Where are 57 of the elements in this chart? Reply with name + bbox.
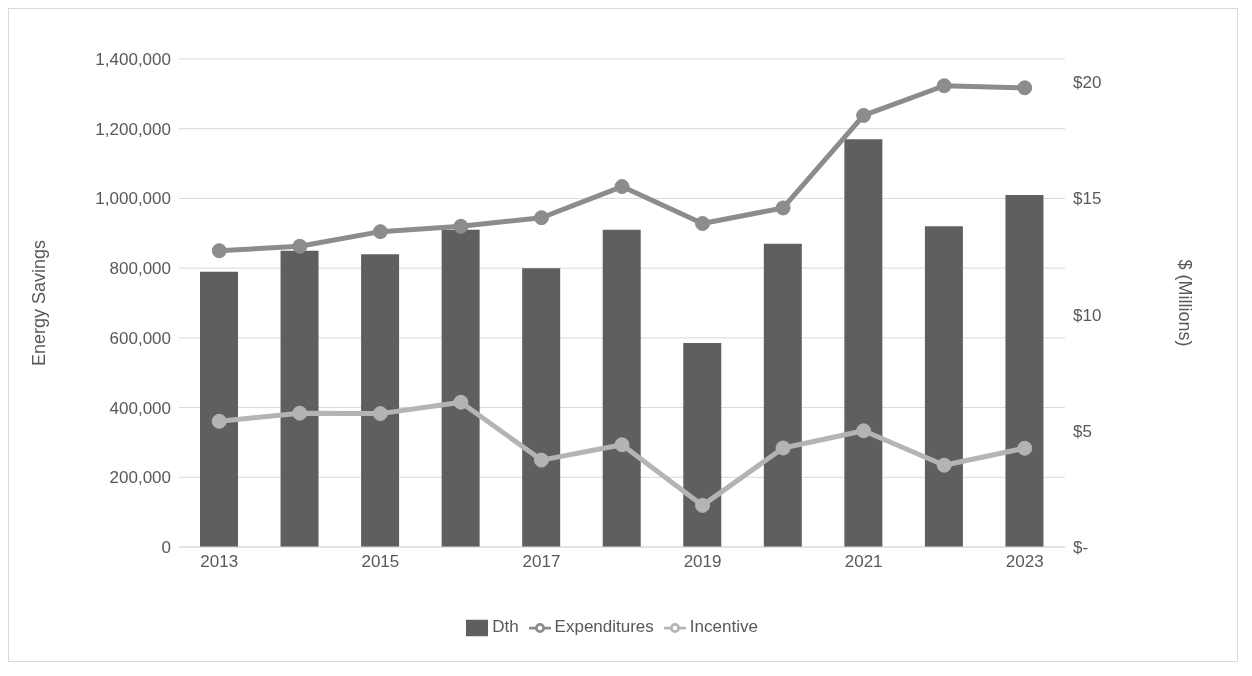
point	[695, 497, 711, 513]
point	[936, 457, 952, 473]
bar	[1005, 194, 1044, 547]
x-tick-label: 2021	[844, 552, 883, 572]
y-tick-label: 1,000,000	[95, 189, 171, 209]
point	[1017, 80, 1033, 96]
point	[453, 394, 469, 410]
y2-tick-label: $20	[1073, 73, 1102, 93]
point	[856, 107, 872, 123]
bar	[763, 243, 802, 547]
point	[614, 179, 630, 195]
point	[856, 423, 872, 439]
point	[211, 413, 227, 429]
point	[1017, 440, 1033, 456]
y2-tick-label: $15	[1073, 189, 1102, 209]
bar	[200, 271, 238, 547]
point	[936, 78, 952, 94]
point	[695, 216, 711, 232]
point	[775, 200, 791, 216]
bar	[683, 343, 722, 547]
point	[211, 243, 227, 259]
x-tick-label: 2013	[200, 552, 239, 572]
y-tick-label: 0	[161, 538, 171, 558]
x-tick-label: 2015	[361, 552, 400, 572]
y-tick-label: 1,200,000	[95, 119, 171, 139]
y-tick-label: 600,000	[109, 328, 171, 348]
point	[292, 238, 308, 254]
y2-tick-label: $5	[1073, 421, 1092, 441]
point	[372, 406, 388, 422]
legend-label: Dth	[492, 617, 519, 637]
y-tick-label: 200,000	[109, 468, 171, 488]
y2-tick-label: $-	[1073, 538, 1089, 558]
bar	[844, 139, 883, 547]
point	[533, 452, 549, 468]
x-tick-label: 2023	[1005, 552, 1044, 572]
bar	[441, 229, 480, 547]
x-tick-label: 2017	[522, 552, 561, 572]
bar	[361, 254, 400, 547]
point	[614, 437, 630, 453]
y-tick-label: 800,000	[109, 259, 171, 279]
point	[775, 440, 791, 456]
y-tick-label: 400,000	[109, 398, 171, 418]
point	[372, 224, 388, 240]
bar	[924, 226, 963, 547]
y-tick-label: 1,400,000	[95, 50, 171, 70]
y2-axis-title: $ (Millions)	[1174, 259, 1195, 347]
legend-label: Expenditures	[554, 617, 654, 637]
x-tick-label: 2019	[683, 552, 722, 572]
bar	[280, 250, 319, 547]
y-axis-title: Energy Savings	[29, 239, 50, 367]
point	[533, 210, 549, 226]
point	[453, 218, 469, 234]
y2-tick-label: $10	[1073, 305, 1102, 325]
legend-label: Incentive	[689, 617, 758, 637]
bar	[522, 268, 561, 547]
point	[292, 405, 308, 421]
bar	[602, 229, 641, 547]
